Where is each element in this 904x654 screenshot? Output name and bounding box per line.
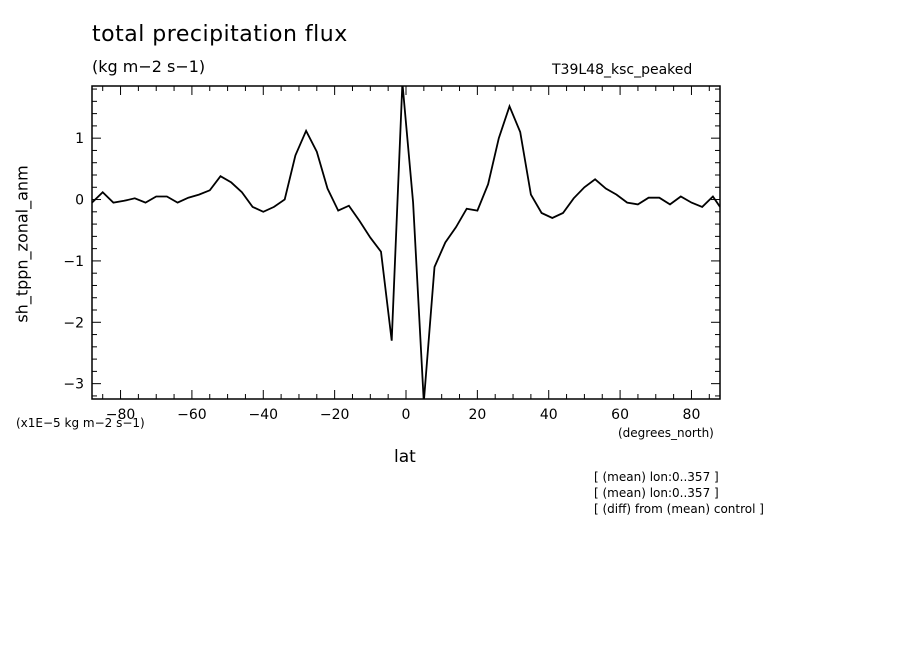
plot-frame [91,85,721,400]
x-tick-label: −80 [106,407,136,423]
series-line-0 [92,86,720,399]
x-tick-label: 20 [468,407,486,423]
series-layer [92,86,720,399]
note-line-3: [ (diff) from (mean) control ] [594,502,764,516]
y-tick-label: −3 [63,377,84,393]
x-tick-label: 0 [402,407,411,423]
y-tick-label: −1 [63,254,84,270]
chart-subtitle: (kg m−2 s−1) [92,57,206,76]
x-tick-label: −60 [177,407,207,423]
x-tick-label: 40 [540,407,558,423]
y-axis-label: sh_tppn_zonal_anm [12,165,32,323]
x-axis-units: (degrees_north) [618,426,714,440]
y-axis-unit: (x1E−5 kg m−2 s−1) [16,416,145,430]
x-tick-label: 80 [683,407,701,423]
run-label: T39L48_ksc_peaked [552,62,693,78]
x-tick-label: 60 [611,407,629,423]
chart-title: total precipitation flux [92,22,348,47]
x-tick-label: −20 [320,407,350,423]
y-tick-label: 0 [75,193,84,209]
tick-labels-layer: −80 −60 −40 −20 0 20 40 60 80 −3 −2 −1 0 1 [63,131,700,423]
y-tick-label: −2 [63,315,84,331]
ticks-layer [92,86,720,399]
x-tick-label: −40 [248,407,278,423]
note-line-1: [ (mean) lon:0..357 ] [594,470,719,484]
x-axis-label: lat [394,447,416,467]
note-line-2: [ (mean) lon:0..357 ] [594,486,719,500]
y-tick-label: 1 [75,131,84,147]
